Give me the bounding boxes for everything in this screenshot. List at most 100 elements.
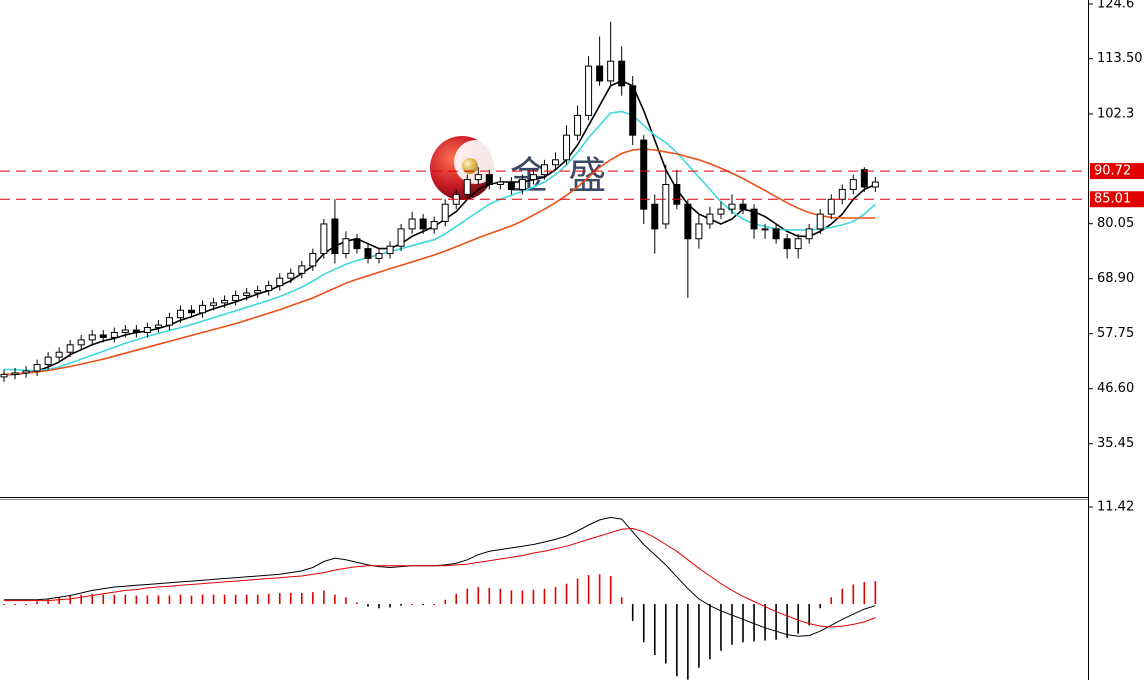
candle-body [871,181,879,188]
candle-body [408,218,416,230]
candle-body [386,245,394,255]
candle-body [66,344,74,353]
candle-body [309,253,317,267]
candle-body [640,139,648,210]
candle-body [474,174,482,181]
candle-body [430,220,438,230]
candle-body [585,65,593,116]
y-tick-label: 113.50 [1097,51,1143,66]
candle-body [739,203,747,210]
candle-body [0,373,8,378]
candle-body [132,329,140,333]
candle-body [33,364,41,372]
candle-body [463,179,471,195]
candle-body [783,238,791,250]
y-tick-label: 102.3 [1097,106,1134,121]
candle-body [11,372,19,375]
candle-body [232,294,240,301]
macd-line [4,527,876,628]
candle-body [287,272,295,279]
candle-body [596,65,604,82]
candle-body [88,334,96,341]
candle-body [210,302,218,306]
moving-average [4,110,876,372]
candle-body [353,238,361,250]
candle-body [397,228,405,247]
candle-body [55,351,63,358]
candle-body [507,181,515,190]
candle-body [662,183,670,225]
candle-body [44,356,52,366]
candle-body [298,265,306,274]
candle-body [540,164,548,176]
candle-body [849,179,857,190]
candle-body [496,181,504,185]
candle-body [761,228,769,231]
candle-body [529,174,537,181]
candle-body [695,223,703,240]
candle-body [221,299,229,304]
y-tick-label: 124.6 [1097,0,1134,11]
candle-body [485,174,493,185]
logo-dot [462,158,478,174]
candle-body [794,238,802,250]
candle-body [860,169,868,188]
candle-body [77,339,85,346]
candle-body [618,60,626,87]
candle-body [750,208,758,230]
candle-body [574,114,582,136]
price-level-box [1090,163,1144,180]
candle-body [342,238,350,255]
candle-body [441,203,449,222]
candle-body [651,203,659,230]
candle-body [563,134,571,161]
candle-body [331,218,339,255]
candle-body [607,60,615,82]
candle-body [265,285,273,292]
candle-body [772,228,780,240]
candle-body [684,203,692,240]
moving-average [3,148,876,376]
candle-body [364,248,372,259]
y-tick-label: 35.45 [1097,436,1134,451]
candle-body [375,253,383,259]
candle-body [552,159,559,166]
candle-body [629,85,637,136]
candle-body [717,208,725,215]
candle-body [728,203,736,210]
price-level-box [1090,191,1144,208]
price-level-label: 85.01 [1094,192,1131,207]
candle-body [706,213,714,225]
candle-body [254,290,262,294]
candle-body [816,213,824,230]
candle-body [110,331,118,338]
candle-body [143,327,151,333]
y-tick-label: 11.42 [1097,499,1134,514]
candle-body [673,183,681,205]
candle-body [276,277,284,287]
candle-body [22,370,30,374]
candle-body [518,179,526,190]
candle-body [165,317,173,326]
candle-body [419,218,427,230]
macd-line [4,516,876,637]
candle-body [154,324,162,329]
candle-body [243,292,251,296]
y-tick-label: 80.05 [1097,216,1134,231]
price-level-label: 90.72 [1094,164,1131,179]
candle-body [827,198,835,215]
candle-body [199,304,207,314]
candle-body [99,334,107,338]
logo [430,136,498,200]
y-tick-label: 46.60 [1097,381,1134,396]
candle-body [320,223,328,255]
candle-body [176,309,184,319]
y-tick-label: 57.75 [1097,326,1134,341]
y-tick-label: 68.90 [1097,271,1134,286]
candle-body [121,329,129,333]
candle-body [838,188,846,200]
candle-body [805,228,813,240]
candle-body [188,309,196,314]
